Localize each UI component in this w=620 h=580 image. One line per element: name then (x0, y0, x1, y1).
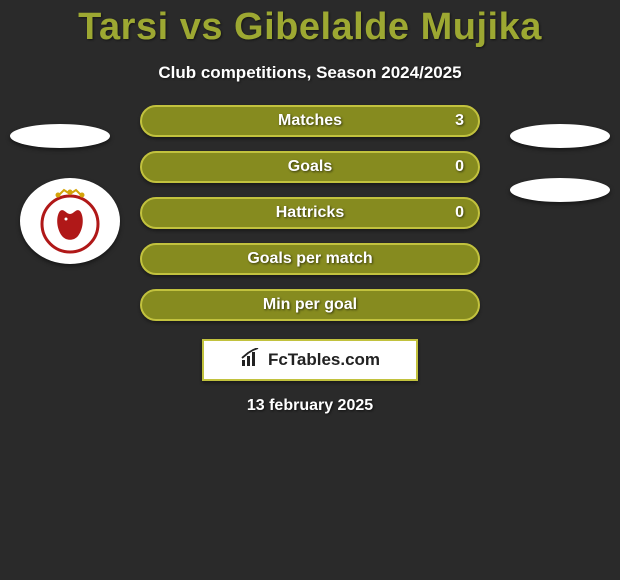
stat-row-hattricks: Hattricks 0 (140, 197, 480, 229)
chart-icon (240, 348, 262, 373)
stat-label: Hattricks (276, 204, 344, 222)
brand-badge: FcTables.com (202, 339, 418, 381)
placeholder-oval-right-2 (510, 178, 610, 202)
crest-graphic (30, 186, 110, 256)
stat-row-matches: Matches 3 (140, 105, 480, 137)
placeholder-oval-left (10, 124, 110, 148)
stat-right-value: 3 (455, 112, 464, 130)
stat-label: Min per goal (263, 296, 357, 314)
stat-row-goals-per-match: Goals per match (140, 243, 480, 275)
season-subtitle: Club competitions, Season 2024/2025 (0, 63, 620, 83)
stat-label: Goals (288, 158, 332, 176)
stat-label: Goals per match (247, 250, 372, 268)
stat-row-min-per-goal: Min per goal (140, 289, 480, 321)
page-title: Tarsi vs Gibelalde Mujika (0, 0, 620, 49)
stat-right-value: 0 (455, 204, 464, 222)
stat-row-goals: Goals 0 (140, 151, 480, 183)
stat-label: Matches (278, 112, 342, 130)
stat-right-value: 0 (455, 158, 464, 176)
placeholder-oval-right-1 (510, 124, 610, 148)
snapshot-date: 13 february 2025 (0, 397, 620, 415)
brand-text: FcTables.com (268, 350, 380, 370)
club-crest-left (20, 178, 120, 264)
stats-container: Matches 3 Goals 0 Hattricks 0 Goals per … (140, 105, 480, 321)
